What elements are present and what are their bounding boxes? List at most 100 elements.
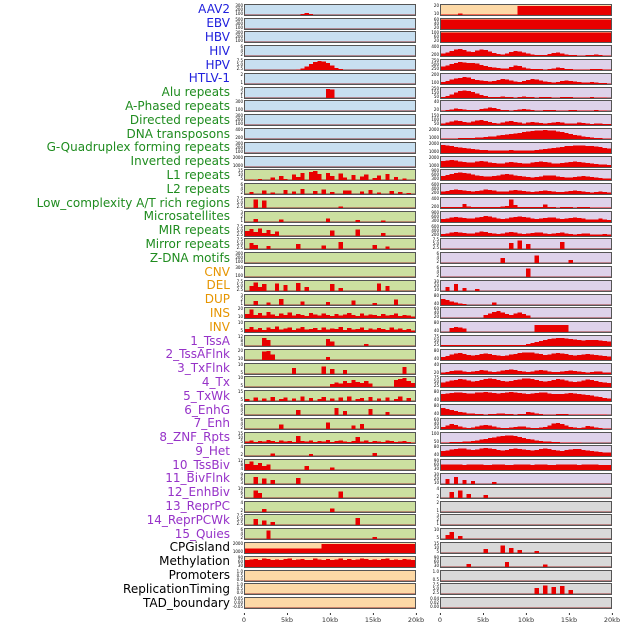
track-plot-left xyxy=(245,282,415,291)
track-plot-right xyxy=(441,144,611,153)
y-tick-label: 40 xyxy=(433,420,439,426)
y-tick-label: 0.5 xyxy=(432,576,439,582)
y-tick-label: 200 xyxy=(235,6,243,12)
yticks-right: 80 40 xyxy=(426,445,440,457)
yticks-right: 60 40 20 xyxy=(426,307,440,319)
track-plot-right xyxy=(441,422,611,429)
y-tick-label: 200 xyxy=(431,52,439,58)
yticks-right: 2000 1000 xyxy=(426,128,440,140)
y-tick-label: 4 xyxy=(240,342,243,348)
panel-right xyxy=(440,514,612,527)
panel-right xyxy=(440,155,612,168)
track-label: DUP xyxy=(204,293,230,307)
track-label: HPV xyxy=(205,58,230,72)
yticks-left: 2000 1000 xyxy=(230,155,244,168)
panel-left xyxy=(244,348,416,361)
panel-right xyxy=(440,528,612,541)
y-tick-label: 5 xyxy=(240,397,243,403)
y-tick-label: 50 xyxy=(433,121,439,127)
y-tick-label: 300 xyxy=(235,265,243,271)
y-tick-label: 6 xyxy=(240,489,243,495)
y-tick-label: 2 xyxy=(240,493,243,499)
y-tick-label: 100 xyxy=(235,24,243,30)
track-plot-right xyxy=(441,240,611,250)
y-tick-label: 3 xyxy=(240,292,243,298)
track-label: Low_complexity A/T rich regions xyxy=(36,196,230,210)
y-tick-label: 2.5 xyxy=(236,231,243,237)
panel-right xyxy=(440,86,612,99)
panel-right xyxy=(440,486,612,499)
panel-left xyxy=(244,72,416,85)
track-plot-left xyxy=(245,422,415,429)
y-tick-label: 10 xyxy=(237,434,243,440)
track-plot-left xyxy=(245,518,415,526)
yticks-right: 60 40 20 xyxy=(426,17,440,30)
y-tick-label: 2.5 xyxy=(236,204,243,210)
yticks-right: 900 600 300 xyxy=(426,210,440,223)
y-tick-label: 2 xyxy=(436,273,439,279)
track-plot-left xyxy=(245,558,415,567)
y-tick-label: 20 xyxy=(433,314,439,320)
panel-right xyxy=(440,472,612,485)
y-tick-label: 15 xyxy=(433,540,439,546)
track-label: 6_EnhG xyxy=(184,403,230,417)
yticks-right: 7.5 5.0 2.5 xyxy=(426,583,440,595)
yticks-right: 200 100 xyxy=(426,72,440,85)
y-tick-label: 5 xyxy=(436,535,439,541)
track-plot-left xyxy=(245,378,415,388)
y-tick-label: 4 xyxy=(240,48,243,54)
y-tick-label: 5.0 xyxy=(236,200,243,206)
track-label: Methylation xyxy=(159,555,230,569)
yticks-left: 7.5 5.0 2.5 xyxy=(230,197,244,209)
panel-left xyxy=(244,169,416,182)
y-tick-label: 2 xyxy=(240,424,243,430)
yticks-right: 600 400 200 xyxy=(426,183,440,195)
yticks-left: 400 200 xyxy=(230,128,244,140)
yticks-left: 10 5 xyxy=(230,376,244,388)
track-row: HBV 300 200 100 100 60 20 xyxy=(0,31,630,45)
y-tick-label: 400 xyxy=(431,227,439,233)
panel-left xyxy=(244,17,416,30)
x-tick-label: 0 xyxy=(242,613,246,624)
track-label: Directed repeats xyxy=(129,113,230,127)
track-row: Promoters 1.0 0.5 0.0 1.0 0.5 xyxy=(0,569,630,583)
track-plot-left xyxy=(245,138,415,140)
yticks-left: 300 200 100 xyxy=(230,31,244,43)
track-plot-left xyxy=(245,435,415,443)
track-label: G-Quadruplex forming repeats xyxy=(46,141,230,155)
track-label: 11_BivFlnk xyxy=(165,472,230,486)
panel-right xyxy=(440,114,612,127)
track-label: INS xyxy=(209,306,230,320)
y-tick-label: 6 xyxy=(240,44,243,50)
track-plot-right xyxy=(441,255,611,264)
y-tick-label: 5 xyxy=(240,438,243,444)
y-tick-label: 2.5 xyxy=(236,245,243,251)
track-label: DNA transposons xyxy=(126,127,231,141)
y-tick-label: 1000 xyxy=(232,548,243,554)
y-tick-label: 2 xyxy=(240,213,243,219)
panel-right xyxy=(440,183,612,196)
y-tick-label: 2 xyxy=(240,535,243,541)
y-tick-label: 600 xyxy=(431,213,439,219)
track-label: 15_Quies xyxy=(174,527,230,541)
yticks-right: 75 50 25 xyxy=(426,335,440,347)
track-label: Microsatellites xyxy=(143,210,230,224)
y-tick-label: 5.0 xyxy=(236,282,243,288)
panel-left xyxy=(244,3,416,16)
y-tick-label: 750 xyxy=(431,58,439,64)
yticks-left: 20 10 xyxy=(230,348,244,361)
y-tick-label: 1 xyxy=(240,300,243,306)
track-plot-right xyxy=(441,511,611,512)
panel-right xyxy=(440,555,612,568)
yticks-right: 150 100 50 xyxy=(426,114,440,126)
track-label: 1_TssA xyxy=(190,334,230,348)
y-tick-label: 150 xyxy=(431,113,439,119)
panel-right xyxy=(440,210,612,223)
panel-right xyxy=(440,597,612,610)
y-tick-label: 2 xyxy=(240,296,243,302)
